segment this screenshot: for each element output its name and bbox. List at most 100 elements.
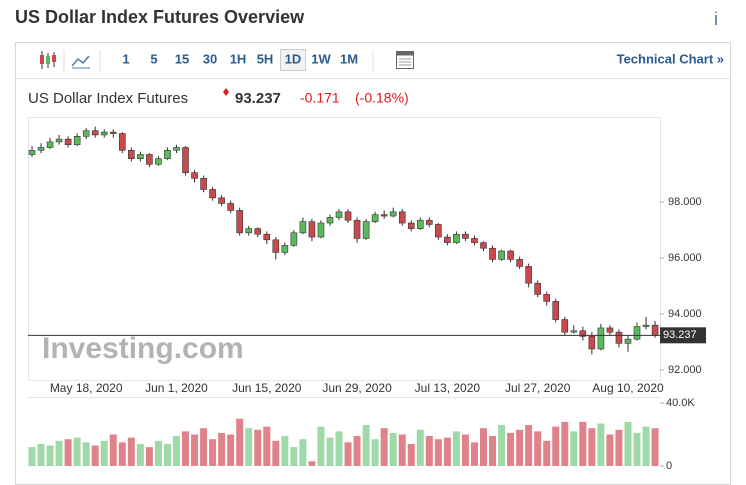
instrument-name: US Dollar Index Futures [28, 90, 188, 107]
candle-body [435, 224, 442, 238]
volume-bar [118, 442, 126, 466]
candle-body [128, 149, 135, 159]
volume-tick-label: 0 [666, 460, 672, 472]
candle-body [290, 232, 298, 246]
candle-body [570, 330, 578, 333]
volume-bar [91, 445, 99, 466]
volume-bar [461, 434, 469, 466]
volume-bar [498, 425, 506, 466]
candle-body [281, 245, 289, 253]
candle-body [299, 221, 307, 234]
volume-bar [507, 432, 515, 466]
volume-bar [516, 429, 524, 466]
volume-bar [561, 421, 569, 466]
candle-body [37, 147, 45, 151]
page-title: US Dollar Index Futures Overview [15, 7, 305, 27]
volume-bar [136, 443, 144, 466]
volume-bar [163, 443, 171, 466]
last-price: 93.237 [235, 90, 281, 107]
interval-button[interactable]: 1D [285, 51, 302, 66]
volume-bar [209, 439, 217, 466]
candle-body [91, 130, 99, 136]
candle-icon[interactable] [40, 51, 56, 69]
volume-bar [82, 442, 90, 466]
volume-bar [263, 426, 271, 466]
volume-bar [416, 429, 424, 466]
candle-body [380, 214, 388, 217]
x-tick-label: Jun 29, 2020 [322, 381, 392, 395]
volume-bar [64, 439, 72, 466]
volume-bar [73, 437, 81, 466]
volume-bar [588, 428, 596, 466]
interval-button[interactable]: 5H [257, 51, 274, 66]
candle-body [561, 319, 569, 333]
interval-button[interactable]: 1 [122, 51, 129, 66]
candle-body [543, 294, 551, 302]
candle-body [615, 331, 623, 344]
volume-bar [200, 428, 208, 466]
x-tick-label: May 18, 2020 [50, 381, 123, 395]
volume-bar [272, 440, 280, 466]
volume-bar [425, 436, 433, 466]
last-price-label: 93.237 [663, 329, 697, 341]
candle-body [245, 228, 253, 234]
x-tick-label: Aug 10, 2020 [592, 381, 664, 395]
candle-body [579, 330, 587, 337]
volume-bar [335, 431, 343, 466]
volume-bar [389, 432, 397, 466]
volume-bar [227, 434, 235, 466]
volume-bar [299, 439, 307, 466]
interval-button[interactable]: 1W [311, 51, 331, 66]
volume-bar [191, 434, 199, 466]
volume-bar [398, 434, 406, 466]
volume-bar [579, 421, 587, 466]
candle-body [606, 327, 614, 333]
volume-bar [218, 432, 226, 466]
x-tick-label: Jul 27, 2020 [505, 381, 571, 395]
volume-bar [55, 440, 63, 466]
selected-interval [280, 49, 306, 71]
volume-bar [570, 431, 578, 466]
y-tick-label: 92.000 [668, 364, 702, 376]
candle-body [55, 138, 63, 143]
volume-bar [154, 440, 162, 466]
candle-body [597, 327, 605, 350]
candle-body [633, 326, 641, 340]
volume-bar [362, 425, 370, 466]
candle-body [191, 172, 198, 179]
technical-chart-link[interactable]: Technical Chart » [617, 51, 724, 66]
candle-body [28, 149, 36, 155]
status-diamond [223, 88, 229, 96]
candle-body [46, 141, 54, 148]
candle-body [471, 238, 478, 243]
last-price-badge [660, 327, 706, 344]
candle-body [236, 210, 243, 234]
candle-body [317, 222, 325, 238]
volume-bar [651, 428, 659, 466]
line-icon[interactable] [71, 55, 90, 67]
volume-bar [236, 418, 244, 466]
volume-bar [380, 428, 388, 466]
volume-bar [326, 437, 334, 466]
price-change: -0.171 [300, 90, 340, 106]
candle-body [335, 211, 343, 218]
candle-body [624, 338, 632, 344]
candle-body [100, 131, 108, 136]
interval-button[interactable]: 5 [150, 51, 157, 66]
volume-bar [452, 431, 460, 466]
volume-bar [407, 443, 415, 466]
info-icon[interactable]: i [714, 9, 718, 29]
candle-body [173, 147, 180, 151]
volume-bar [245, 428, 253, 466]
x-tick-label: Jun 15, 2020 [232, 381, 302, 395]
interval-button[interactable]: 1H [230, 51, 247, 66]
interval-button[interactable]: 30 [203, 51, 217, 66]
settings-icon[interactable] [396, 51, 414, 69]
candle-body [209, 189, 216, 199]
candle-body [588, 336, 596, 350]
interval-button[interactable]: 15 [175, 51, 189, 66]
volume-bar [606, 434, 614, 466]
candle-body [516, 259, 523, 267]
interval-button[interactable]: 1M [340, 51, 358, 66]
plot-frame [28, 117, 661, 381]
